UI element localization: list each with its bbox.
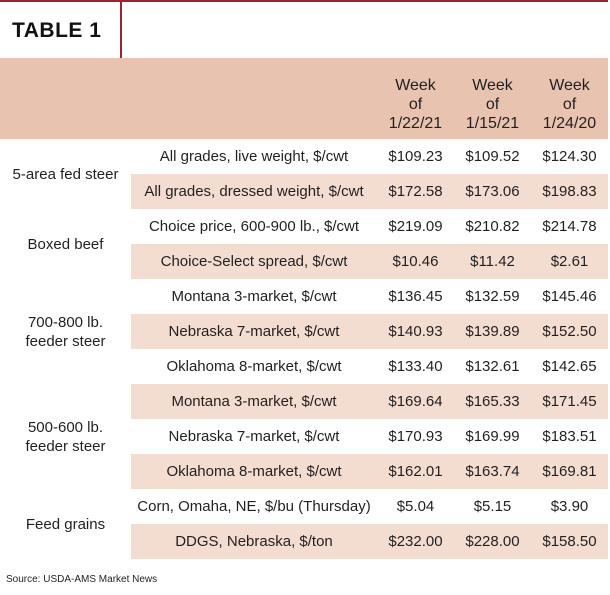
price-cell: $172.58 bbox=[377, 174, 454, 209]
category-line: feeder steer bbox=[25, 332, 106, 350]
price-cell: $169.64 bbox=[377, 384, 454, 419]
row-label: Montana 3-market, $/cwt bbox=[131, 384, 377, 419]
price-cell: $5.15 bbox=[473, 498, 512, 515]
category-label: Feed grains bbox=[0, 489, 131, 559]
table-title: TABLE 1 bbox=[12, 19, 102, 42]
price-cell: $139.89 bbox=[454, 314, 531, 349]
category-line: Boxed beef bbox=[27, 235, 104, 253]
title-box: TABLE 1 bbox=[0, 2, 122, 60]
table-row: Nebraska 7-market, $/cwt $140.93 $139.89 $1… bbox=[0, 314, 608, 349]
price-cell: $145.46 bbox=[542, 288, 597, 305]
row-label: Choice-Select spread, $/cwt bbox=[131, 244, 377, 279]
price-cell: $5.04 bbox=[396, 498, 435, 515]
row-label: Nebraska 7-market, $/cwt bbox=[131, 314, 377, 349]
price-cell: $165.33 bbox=[454, 384, 531, 419]
table-row: 5-area fed steer All grades, live weight,… bbox=[0, 139, 608, 209]
price-cell: $3.90 bbox=[550, 498, 589, 515]
header-row: Week of 1/22/21 Week of 1/15/21 Week of 1/24/2… bbox=[0, 58, 608, 139]
table-container: Week of 1/22/21 Week of 1/15/21 Week of 1/24/2… bbox=[0, 58, 608, 559]
category-label: Boxed beef bbox=[0, 209, 131, 279]
market-data-table: Week of 1/22/21 Week of 1/15/21 Week of 1/24/2… bbox=[0, 58, 608, 559]
table-row: Oklahoma 8-market, $/cwt $162.01 $163.74 $1… bbox=[0, 454, 608, 489]
table-body: 5-area fed steer All grades, live weight,… bbox=[0, 139, 608, 559]
price-cell: $169.81 bbox=[531, 454, 608, 489]
price-cell: $132.61 bbox=[465, 358, 520, 375]
row-label: Oklahoma 8-market, $/cwt bbox=[131, 454, 377, 489]
row-label: DDGS, Nebraska, $/ton bbox=[131, 524, 377, 559]
table-row: Boxed beef Choice price, 600-900 lb., $/c… bbox=[0, 209, 608, 279]
price-cell: $171.45 bbox=[531, 384, 608, 419]
price-cell: $109.52 bbox=[465, 148, 520, 165]
category-line: 500-600 lb. bbox=[27, 418, 104, 436]
category-label: 500-600 lb. feeder steer bbox=[0, 384, 131, 489]
row-label: Oklahoma 8-market, $/cwt bbox=[166, 358, 342, 375]
price-cell: $2.61 bbox=[531, 244, 608, 279]
price-cell: $136.45 bbox=[388, 288, 443, 305]
row-label: Nebraska 7-market, $/cwt bbox=[168, 428, 340, 445]
table-row: 700-800 lb. feeder steer Montana 3-market,… bbox=[0, 279, 608, 384]
title-bar: TABLE 1 bbox=[0, 0, 608, 60]
price-cell: $132.59 bbox=[465, 288, 520, 305]
category-line: 700-800 lb. bbox=[27, 313, 104, 331]
source-note: Source: USDA-AMS Market News bbox=[6, 574, 158, 585]
row-label: Choice price, 600-900 lb., $/cwt bbox=[148, 218, 360, 235]
price-cell: $158.50 bbox=[531, 524, 608, 559]
table-row: All grades, dressed weight, $/cwt $172.58… bbox=[0, 174, 608, 209]
category-label: 5-area fed steer bbox=[0, 139, 131, 209]
column-header: Week of 1/22/21 bbox=[377, 58, 454, 139]
table-row: Nebraska 7-market, $/cwt $170.93 $169.99 $1… bbox=[0, 419, 608, 454]
category-line: 5-area fed steer bbox=[12, 165, 119, 183]
header-blank bbox=[131, 58, 377, 139]
price-cell: $10.46 bbox=[377, 244, 454, 279]
price-cell: $169.99 bbox=[465, 428, 520, 445]
table-row: 500-600 lb. feeder steer Montana 3-market,… bbox=[0, 384, 608, 489]
price-cell: $219.09 bbox=[388, 218, 443, 235]
row-label: All grades, live weight, $/cwt bbox=[159, 148, 349, 165]
category-line: Feed grains bbox=[25, 515, 106, 533]
table-row: Feed grains Corn, Omaha, NE, $/bu (Thursd… bbox=[0, 489, 608, 559]
price-cell: $210.82 bbox=[465, 218, 520, 235]
row-label: Montana 3-market, $/cwt bbox=[171, 288, 337, 305]
price-cell: $214.78 bbox=[542, 218, 597, 235]
price-cell: $173.06 bbox=[454, 174, 531, 209]
row-label: All grades, dressed weight, $/cwt bbox=[131, 174, 377, 209]
price-cell: $228.00 bbox=[454, 524, 531, 559]
price-cell: $109.23 bbox=[388, 148, 443, 165]
table-row: Oklahoma 8-market, $/cwt $133.40 $132.61 $1… bbox=[0, 349, 608, 384]
category-line: feeder steer bbox=[25, 437, 106, 455]
row-label: Corn, Omaha, NE, $/bu (Thursday) bbox=[137, 498, 371, 515]
price-cell: $232.00 bbox=[377, 524, 454, 559]
price-cell: $142.65 bbox=[542, 358, 597, 375]
price-cell: $198.83 bbox=[531, 174, 608, 209]
table-row: DDGS, Nebraska, $/ton $232.00 $228.00 $158.… bbox=[0, 524, 608, 559]
price-cell: $152.50 bbox=[531, 314, 608, 349]
category-label: 700-800 lb. feeder steer bbox=[0, 279, 131, 384]
column-header: Week of 1/15/21 bbox=[454, 58, 531, 139]
price-cell: $170.93 bbox=[388, 428, 443, 445]
price-cell: $163.74 bbox=[454, 454, 531, 489]
price-cell: $133.40 bbox=[388, 358, 443, 375]
column-header: Week of 1/24/20 bbox=[531, 58, 608, 139]
table-row: Choice-Select spread, $/cwt $10.46 $11.42 $… bbox=[0, 244, 608, 279]
header-blank bbox=[0, 58, 131, 139]
price-cell: $162.01 bbox=[377, 454, 454, 489]
price-cell: $11.42 bbox=[454, 244, 531, 279]
price-cell: $183.51 bbox=[542, 428, 597, 445]
price-cell: $140.93 bbox=[377, 314, 454, 349]
price-cell: $124.30 bbox=[542, 148, 597, 165]
